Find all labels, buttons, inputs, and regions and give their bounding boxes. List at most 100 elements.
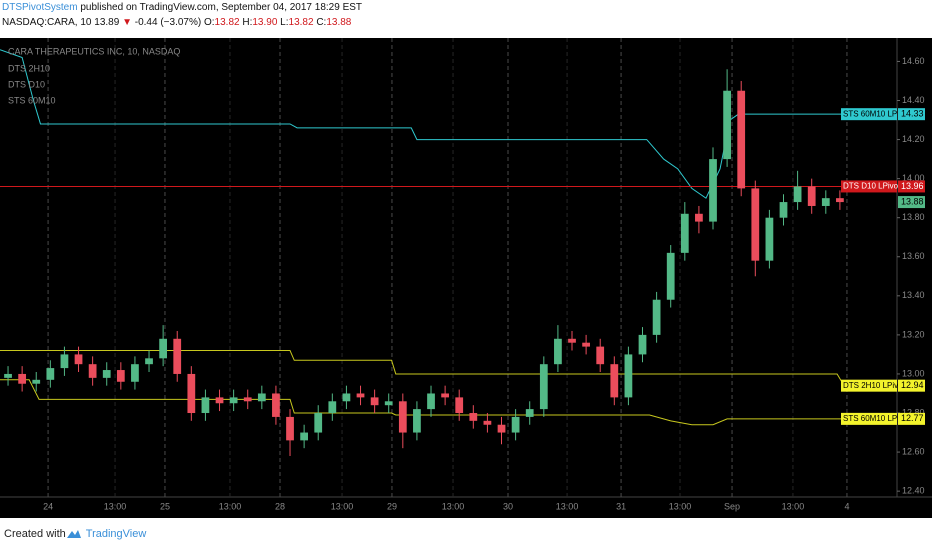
candle-body bbox=[455, 397, 464, 414]
ohlc-label: C: bbox=[316, 17, 327, 28]
candle-body bbox=[779, 202, 788, 218]
y-tick-label: 13.20 bbox=[902, 329, 925, 339]
candle-body bbox=[398, 401, 407, 433]
logo bbox=[66, 530, 81, 538]
x-tick-label: 29 bbox=[387, 501, 397, 511]
candle-body bbox=[554, 338, 562, 365]
last: 13.89 bbox=[94, 17, 120, 28]
candle-body bbox=[173, 338, 182, 374]
symbol: NASDAQ:CARA, 10 bbox=[2, 17, 92, 28]
brand[interactable]: TradingView bbox=[85, 528, 147, 540]
candle-body bbox=[131, 364, 139, 382]
candle-body bbox=[145, 358, 153, 365]
value-label-box bbox=[898, 180, 925, 193]
x-tick-label: 24 bbox=[43, 501, 53, 511]
candle-body bbox=[751, 188, 760, 261]
candle-body bbox=[765, 217, 774, 261]
series-label: STS 60M10 LPivot bbox=[843, 109, 910, 118]
x-tick-label: 13:00 bbox=[782, 501, 805, 511]
candle-body bbox=[610, 364, 619, 398]
candle-body bbox=[187, 373, 196, 414]
series-label-box bbox=[841, 108, 897, 121]
candle-body bbox=[356, 393, 365, 398]
x-tick-label: 13:00 bbox=[331, 501, 354, 511]
x-tick-label: 13:00 bbox=[104, 501, 127, 511]
author[interactable]: DTSPivotSystem bbox=[2, 2, 78, 13]
candle-body bbox=[652, 299, 661, 335]
candle-body bbox=[568, 338, 576, 343]
change: -0.44 (−3.07%) bbox=[134, 17, 202, 28]
candle-body bbox=[821, 198, 830, 206]
y-tick-label: 14.60 bbox=[902, 56, 925, 66]
ohlc-value: 13.82 bbox=[288, 17, 314, 28]
candle-body bbox=[441, 393, 449, 398]
candle-body bbox=[74, 354, 83, 365]
value-label: 14.33 bbox=[901, 109, 924, 119]
series-label-box bbox=[841, 180, 897, 193]
candle-body bbox=[342, 393, 351, 402]
candle-body bbox=[243, 397, 252, 402]
ohlc-value: 13.88 bbox=[326, 17, 352, 28]
candle-body bbox=[201, 397, 210, 414]
value-label-box bbox=[898, 379, 925, 392]
candle-body bbox=[384, 401, 393, 406]
candle-body bbox=[709, 159, 717, 222]
x-tick-label: 13:00 bbox=[219, 501, 242, 511]
candle-body bbox=[666, 252, 675, 300]
value-label: 13.96 bbox=[901, 181, 924, 191]
candle-body bbox=[695, 213, 703, 222]
series-label-box bbox=[841, 379, 897, 392]
legend-entry: STS 60M10 bbox=[8, 95, 56, 105]
y-tick-label: 13.00 bbox=[902, 368, 925, 378]
candle-body bbox=[596, 346, 605, 365]
header: DTSPivotSystem published on TradingView.… bbox=[2, 0, 930, 38]
published: published on TradingView.com, September … bbox=[80, 2, 363, 13]
candle-body bbox=[680, 213, 689, 253]
candle-body bbox=[300, 432, 309, 441]
candle-body bbox=[60, 354, 69, 369]
candle-body bbox=[46, 368, 55, 380]
y-tick-label: 14.00 bbox=[902, 173, 925, 183]
series-label: DTS D10 LPivot bbox=[843, 182, 901, 191]
candle-body bbox=[807, 186, 816, 206]
chart: CARA THERAPEUTICS INC, 10, NASDAQ DTS 2H… bbox=[0, 38, 932, 518]
candle-body bbox=[88, 364, 97, 378]
y-tick-label: 14.20 bbox=[902, 134, 925, 144]
price-tag: 13.88 bbox=[901, 196, 924, 206]
quote-line: NASDAQ:CARA, 10 13.89 ▼ -0.44 (−3.07%) O… bbox=[2, 15, 930, 30]
candle-body bbox=[159, 338, 168, 359]
candle-body bbox=[116, 370, 125, 382]
candle-body bbox=[638, 334, 647, 355]
created-with: Created with bbox=[4, 528, 66, 540]
ohlc-label: H: bbox=[242, 17, 253, 28]
ohlc-label: O: bbox=[203, 17, 215, 28]
candle-body bbox=[18, 373, 27, 384]
value-label-box bbox=[898, 412, 925, 425]
indicator-line bbox=[0, 379, 897, 426]
legend-entry: DTS D10 bbox=[8, 79, 45, 89]
candle-body bbox=[483, 420, 492, 425]
x-tick-label: Sep bbox=[724, 501, 740, 511]
y-tick-label: 13.60 bbox=[902, 251, 925, 261]
legend-entry: DTS 2H10 bbox=[8, 63, 50, 73]
candle-body bbox=[272, 393, 280, 417]
y-tick-label: 13.40 bbox=[902, 290, 925, 300]
x-tick-label: 28 bbox=[275, 501, 285, 511]
candle-body bbox=[497, 424, 506, 433]
value-label-box bbox=[898, 108, 925, 121]
y-tick-label: 12.60 bbox=[902, 446, 925, 456]
candle-body bbox=[215, 397, 224, 404]
price-tag-box bbox=[898, 196, 925, 209]
candle-body bbox=[624, 354, 633, 398]
value-label: 12.77 bbox=[901, 413, 924, 423]
candle-body bbox=[4, 373, 12, 378]
x-tick-label: 4 bbox=[844, 501, 849, 511]
ohlc-label: L: bbox=[280, 17, 289, 28]
candle-body bbox=[836, 198, 844, 203]
candle-body bbox=[229, 397, 238, 404]
candle-body bbox=[370, 397, 379, 406]
candle-body bbox=[413, 409, 421, 433]
marks bbox=[0, 49, 897, 456]
arrow: ▼ bbox=[122, 17, 132, 28]
